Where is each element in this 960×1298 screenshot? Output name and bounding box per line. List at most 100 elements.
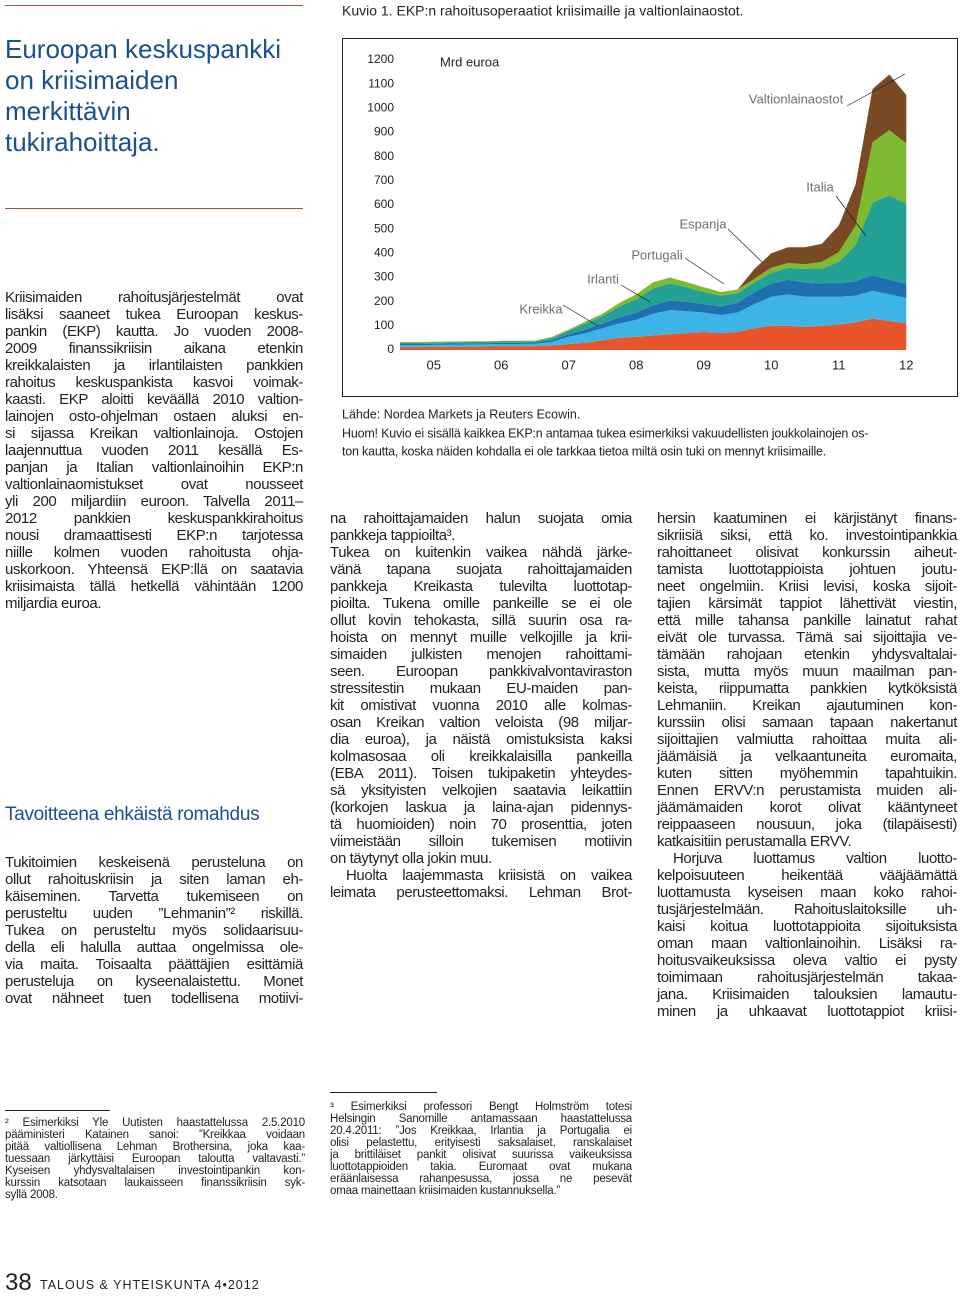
text-line: omaa mainettaan kriisimaiden kustannukse…: [330, 1185, 561, 1197]
chart-note: Huom! Kuvio ei sisällä kaikkea EKP:n ant…: [342, 426, 868, 440]
chart-source: Lähde: Nordea Markets ja Reuters Ecowin.: [342, 407, 580, 421]
y-tick-label: 700: [374, 173, 394, 187]
text-line: Tukea on perusteltu myös solidaarisuu-: [5, 921, 303, 939]
y-tick-label: 200: [374, 294, 394, 308]
chart-frame: [342, 38, 958, 397]
text-line: luottamusta kyseisen maan koko rahoi-: [657, 883, 957, 901]
text-line: Kriisimaiden rahoitusjärjestelmät ovat: [5, 288, 303, 306]
intro: Kriisimaiden rahoitusjärjestelmät ovat li…: [5, 289, 303, 612]
text-line: kelpoisuuteen heikentää vääjäämättä: [657, 866, 957, 884]
text-line: toimimaan rahoitusjärjestelmän takaa-: [657, 968, 957, 986]
text-line: uskorkoon. Yhteensä EKP:llä on saatavia: [5, 560, 303, 578]
text-line: kit omistivat vuonna 2010 alle kolmas-: [330, 696, 632, 714]
text-line: reippaaseen nousuun, joka (tilapäisesti): [657, 815, 957, 833]
series-label: Valtionlainaostot: [749, 91, 844, 106]
paragraph: ² Esimerkiksi Yle Uutisten haastatteluss…: [5, 1117, 305, 1201]
y-tick-label: 100: [374, 318, 394, 332]
text-line: tamista luottotappioista johtuen joutu-: [657, 560, 957, 578]
series-label: Espanja: [680, 216, 728, 231]
leader-line: [684, 257, 725, 285]
body: hersin kaatuminen ei kärjistänyt finans-…: [657, 510, 957, 1020]
text-line: kreikkalaisten ja irlantilaisten pankkie…: [5, 356, 303, 374]
y-tick-label: 300: [374, 270, 394, 284]
footnote-rule: [330, 1092, 437, 1093]
paragraph: Tukitoimien keskeisenä perusteluna on oll…: [5, 854, 303, 1007]
chart-note: ton kautta, koska näiden kohdalla ei ole…: [342, 444, 826, 458]
text-line: si sijassa Kreikan valtionlainoja. Ostoj…: [5, 424, 303, 442]
text-line: 2012 pankkien keskuspankkirahoitus: [5, 509, 303, 527]
text-line: lisäksi saaneet tukea Euroopan keskus-: [5, 305, 303, 323]
series-label: Kreikka: [519, 301, 563, 316]
text-line: Ennen ERVV:n perustamista muiden ali-: [657, 781, 957, 799]
paragraph: ³ Esimerkiksi professori Bengt Holmström…: [330, 1101, 632, 1197]
text-line: hersin kaatuminen ei kärjistänyt finans-: [657, 509, 957, 527]
y-tick-label: 800: [374, 149, 394, 163]
paragraph: Euroopan keskuspankki on kriisimaiden merk…: [5, 34, 303, 158]
text-line: Kyseisen yhdysvaltalaisen investointipan…: [5, 1165, 305, 1177]
body: Tukitoimien keskeisenä perusteluna on oll…: [5, 854, 303, 1007]
text-line: dia euroa), ja näistä omistuksista kaksi: [330, 730, 632, 748]
x-tick-label: 07: [562, 357, 576, 372]
text-line: neet ongelmiin. Kriisi levisi, koska sij…: [657, 577, 957, 595]
paragraph: Horjuva luottamus valtion luotto-kelpois…: [657, 850, 957, 1020]
text-line: sä yksityisten velkojien saatavia leikat…: [330, 781, 632, 799]
text-line: vänä tapana suojata rahoittajamaiden: [330, 560, 632, 578]
text-line: käiseminen. Tarvetta tukemiseen on: [5, 887, 303, 905]
text-line: Euroopan keskuspankki: [5, 34, 282, 64]
text-line: Huolta laajemmasta kriisistä on vaikea: [346, 866, 632, 884]
text-line: 20.4.2011: ”Jos Kreikkaa, Irlantia ja Po…: [330, 1125, 632, 1137]
text-line: ² Esimerkiksi Yle Uutisten haastatteluss…: [5, 1117, 305, 1129]
text-line: pankkeja tappioilta³.: [330, 526, 456, 544]
text-line: ³ Esimerkiksi professori Bengt Holmström…: [330, 1101, 632, 1113]
body: na rahoittajamaiden halun suojata omia pa…: [330, 510, 632, 901]
area: [400, 195, 907, 344]
text-line: leimata perusteettomaksi. Lehman Brot-: [330, 883, 632, 901]
text-line: keista, riippumatta pankkien kytköksistä: [657, 679, 957, 697]
text-line: valtionlainaomistukset ovat nousseet: [5, 475, 303, 493]
y-tick-label: 0: [387, 342, 394, 356]
paragraph: Tukea on kuitenkin vaikea nähdä järke-vä…: [330, 544, 632, 867]
text-line: on täytynyt olla jokin muu.: [330, 849, 492, 867]
text-line: nousi dramaattisesti EKP:n tarjotessa: [5, 526, 303, 544]
text-line: hoitusvaikeuksissa oleva valtio ei pysty: [657, 951, 957, 969]
text-line: jäämäisiä ja velkaantuneita euromaita,: [657, 747, 957, 765]
text-line: pääministeri Katainen sanoi: ”Kreikkaa v…: [5, 1129, 305, 1141]
article-title: Euroopan keskuspankki on kriisimaiden merk…: [5, 34, 303, 158]
y-tick-label: 400: [374, 246, 394, 260]
text-line: stressitestin mukaan EU-maiden pan-: [330, 679, 632, 697]
chart-title: Kuvio 1. EKP:n rahoitusoperaatiot kriisi…: [342, 3, 744, 19]
text-line: sikriisiä siksi, että ko. investointipan…: [657, 526, 957, 544]
text-line: via maita. Toisaalta päättäjien esittämi…: [5, 955, 303, 973]
text-line: pankin (EKP) kautta. Jo vuoden 2008-: [5, 322, 303, 340]
text-line: na rahoittajamaiden halun suojata omia: [330, 509, 632, 527]
text-line: syllä 2008.: [5, 1189, 58, 1201]
page-number: 38: [5, 1269, 32, 1296]
y-tick-label: 1000: [367, 101, 394, 115]
text-line: rahoitus keskuspankista kasvoi voimak-: [5, 373, 303, 391]
leader-line: [846, 73, 906, 107]
text-line: pioilta. Tukena omille pankeille se ei o…: [330, 594, 632, 612]
area: [400, 318, 907, 350]
text-line: lainojen osto-ohjelman ostaen aluksi en-: [5, 407, 303, 425]
area: [400, 290, 907, 348]
text-line: osan Kreikan valtion veloista (98 miljar…: [330, 713, 632, 731]
series-label: Irlanti: [587, 271, 619, 286]
text-line: della eli halulla auttaa ongelmissa ole-: [5, 938, 303, 956]
footnote: ³ Esimerkiksi professori Bengt Holmström…: [330, 1101, 632, 1197]
leader-line: [620, 284, 651, 303]
text-line: pankkeja Kreikasta tulevilta luottotap-: [330, 577, 632, 595]
text-line: Lehmaniin. Kreikan ajautuminen kon-: [657, 696, 957, 714]
paragraph: Huolta laajemmasta kriisistä on vaikea le…: [330, 867, 632, 901]
text-line: kaasti. EKP aloitti keväällä 2010 valtio…: [5, 390, 303, 408]
text-line: perusteluja on kyseenalaistettu. Monet: [5, 972, 303, 990]
text-line: kurssin katsotaan laukaisseen finanssikr…: [5, 1177, 305, 1189]
y-tick-label: 900: [374, 125, 394, 139]
text-line: jäämämaiden korot olivat kääntyneet: [657, 798, 957, 816]
text-line: ovat nähneet tuen todellisena motiivi-: [5, 989, 303, 1007]
text-line: niille kolmen vuoden rahoitusta ohja-: [5, 543, 303, 561]
text-line: kolmasosaa oli kreikkalaisilla pankeilla: [330, 747, 632, 765]
text-line: pitää valtiollisena Lehman Brothersina, …: [5, 1141, 305, 1153]
text-line: on kriisimaiden: [5, 65, 179, 95]
text-line: eräänlaisessa rahanpesussa, jossa ne pes…: [330, 1173, 632, 1185]
text-line: että mille tahansa pankille lainatut rah…: [657, 611, 957, 629]
